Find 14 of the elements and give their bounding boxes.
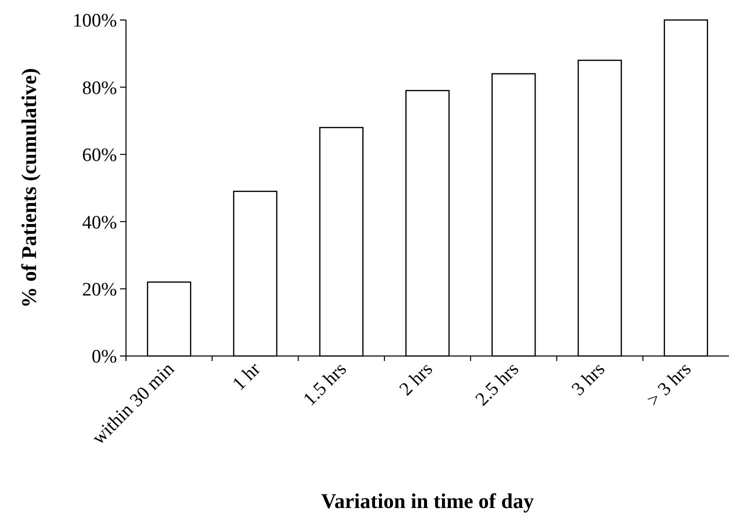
x-tick-label: 1 hr (228, 358, 266, 395)
y-tick-label: 40% (82, 212, 118, 234)
y-tick-label: 100% (72, 10, 118, 32)
x-axis-title: Variation in time of day (321, 489, 534, 513)
x-tick-label: > 3 hrs (643, 358, 696, 411)
y-tick-label: 80% (82, 78, 118, 99)
x-tick-label: 3 hrs (568, 358, 610, 400)
y-tick-label: 60% (82, 145, 118, 166)
x-tick-label: 2.5 hrs (472, 358, 524, 410)
y-axis-title: % of Patients (cumulative) (17, 68, 41, 308)
x-tick-label: 2 hrs (396, 358, 438, 400)
y-tick-label: 0% (92, 346, 118, 368)
y-tick-label: 20% (82, 279, 118, 300)
x-tick-label: 1.5 hrs (299, 358, 351, 410)
